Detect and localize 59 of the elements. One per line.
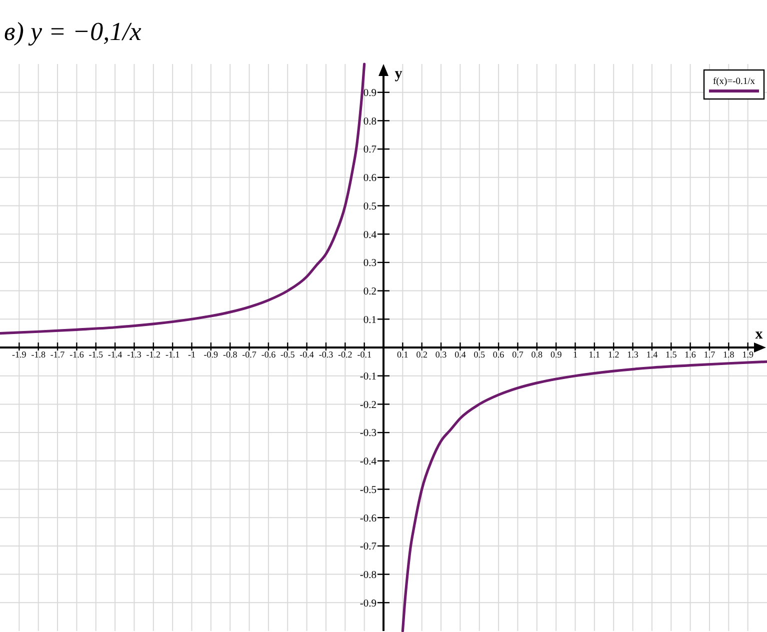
y-tick-label: -0.7 [360, 542, 376, 553]
x-tick-label: -1.4 [108, 349, 123, 360]
x-axis-title: x [755, 326, 764, 342]
x-tick-label: -1.8 [31, 349, 46, 360]
y-tick-label: -0.9 [360, 598, 376, 610]
x-tick-label: -1.9 [12, 349, 27, 360]
x-tick-label: 1.1 [588, 349, 600, 360]
x-tick-label: 0.9 [550, 349, 562, 360]
x-tick-label: -1.5 [88, 349, 104, 360]
y-tick-label: 0.2 [363, 286, 376, 298]
x-tick-label: -0.5 [280, 349, 296, 360]
y-tick-label: -0.1 [360, 372, 376, 383]
x-tick-label: -1.7 [50, 349, 66, 360]
x-tick-label: 1.5 [666, 349, 678, 360]
y-tick-label: 0.7 [363, 144, 376, 156]
y-tick-label: -0.4 [360, 456, 378, 468]
x-tick-label: 0.7 [512, 349, 524, 360]
y-axis-title: y [394, 66, 403, 82]
x-tick-label: 1.2 [608, 349, 620, 360]
y-tick-label: -0.8 [360, 570, 376, 581]
x-tick-label: 0.5 [474, 349, 486, 360]
x-tick-label: -1.2 [146, 349, 161, 360]
x-tick-label: 0.3 [435, 349, 448, 360]
x-tick-label: 1.3 [627, 349, 639, 360]
chart-title: в) y = −0,1/x [4, 17, 142, 46]
x-tick-label: 1.4 [646, 349, 658, 360]
x-tick-label: 1.8 [723, 349, 735, 360]
x-tick-label: 0.1 [397, 349, 408, 360]
y-tick-label: -0.2 [360, 400, 376, 411]
x-tick-label: 1 [573, 349, 578, 360]
x-tick-label: -1.3 [127, 349, 142, 360]
x-tick-label: -1 [188, 349, 196, 360]
y-tick-label: 0.6 [363, 173, 376, 184]
y-tick-label: 0.4 [363, 230, 378, 241]
y-tick-label: -0.5 [360, 484, 376, 496]
x-tick-label: 0.8 [531, 349, 544, 360]
x-tick-label: -0.7 [242, 349, 257, 360]
text: f(x)=-0.1/x [712, 77, 756, 87]
y-tick-label: 0.8 [363, 116, 376, 128]
x-tick-label: 1.7 [704, 349, 716, 360]
y-tick-label: 0.9 [363, 88, 376, 100]
y-tick-label: 0.1 [363, 314, 376, 326]
y-tick-label: -0.3 [360, 428, 376, 440]
x-tick-label: -0.8 [222, 349, 238, 360]
x-tick-label: -0.2 [338, 349, 352, 360]
x-tick-label: 0.2 [416, 349, 428, 360]
x-tick-label: -1.6 [70, 349, 84, 360]
y-tick-label: 0.3 [363, 258, 376, 270]
x-tick-label: -0.9 [204, 349, 219, 360]
x-tick-label: 1.6 [684, 349, 696, 360]
x-tick-label: -0.3 [318, 349, 334, 360]
y-tick-label: 0.5 [363, 201, 376, 212]
x-tick-label: 0.6 [492, 349, 505, 360]
x-tick-label: -0.6 [261, 349, 276, 360]
x-tick-label: 0.4 [454, 349, 466, 360]
x-tick-label: 1.9 [742, 349, 754, 360]
x-tick-label: -0.4 [300, 349, 314, 360]
y-tick-label: -0.6 [360, 513, 376, 524]
x-tick-label: -1.1 [165, 349, 180, 360]
